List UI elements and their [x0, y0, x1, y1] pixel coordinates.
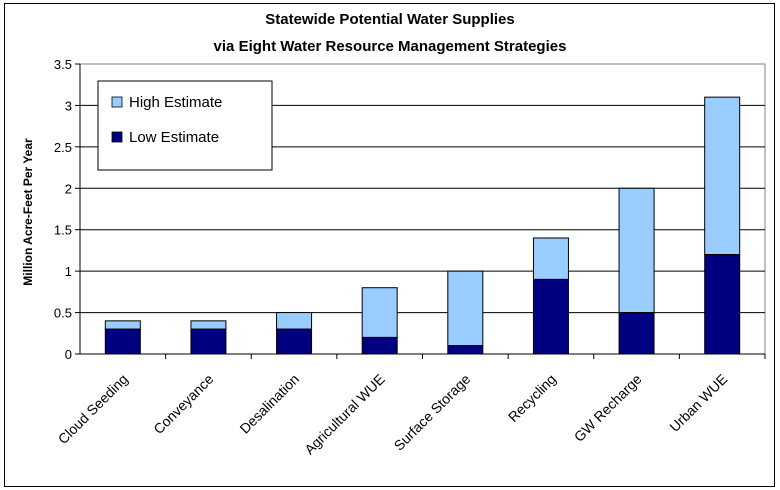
x-tick-label: Recycling: [505, 371, 559, 425]
x-tick-label: Urban WUE: [666, 371, 730, 435]
x-tick-label: Cloud Seeding: [55, 371, 131, 447]
bar-high-estimate: [704, 96, 741, 256]
bar-high-estimate: [276, 312, 313, 330]
x-tick-label: Conveyance: [150, 371, 216, 437]
bar-high-estimate: [618, 187, 655, 314]
bar-low-estimate: [276, 328, 313, 355]
x-tick-label: Desalination: [236, 371, 302, 437]
bar-high-estimate: [104, 320, 141, 330]
y-tick-label: 1.5: [54, 223, 72, 238]
bar-high-estimate: [190, 320, 227, 330]
legend-box: [97, 80, 273, 171]
bar-high-estimate: [447, 270, 484, 347]
bar-high-estimate: [532, 237, 569, 280]
legend-swatch-high: [111, 96, 123, 108]
y-tick-label: 3: [65, 98, 72, 113]
bar-low-estimate: [704, 254, 741, 355]
y-tick-label: 0: [65, 347, 72, 362]
y-tick-label: 1: [65, 264, 72, 279]
legend-label-low: Low Estimate: [129, 129, 219, 146]
x-tick-label: Agricultural WUE: [301, 371, 388, 458]
bar-high-estimate: [361, 287, 398, 338]
y-tick-label: 0.5: [54, 306, 72, 321]
chart-frame: [4, 3, 775, 487]
chart-subtitle: via Eight Water Resource Management Stra…: [214, 38, 567, 55]
bar-low-estimate: [447, 345, 484, 355]
y-axis-label: Million Acre-Feet Per Year: [21, 138, 35, 286]
y-tick-label: 2: [65, 181, 72, 196]
legend-label-high: High Estimate: [129, 94, 222, 111]
bar-low-estimate: [361, 336, 398, 355]
bar-low-estimate: [104, 328, 141, 355]
legend: High Estimate Low Estimate: [97, 80, 273, 171]
x-tick-label: GW Recharge: [571, 371, 645, 445]
chart-title: Statewide Potential Water Supplies: [265, 11, 515, 28]
legend-swatch-low: [111, 131, 123, 143]
x-tick-label: Surface Storage: [391, 371, 474, 454]
y-tick-label: 3.5: [54, 57, 72, 72]
bar-low-estimate: [190, 328, 227, 355]
bar-low-estimate: [532, 278, 569, 355]
bar-low-estimate: [618, 312, 655, 355]
y-tick-label: 2.5: [54, 140, 72, 155]
